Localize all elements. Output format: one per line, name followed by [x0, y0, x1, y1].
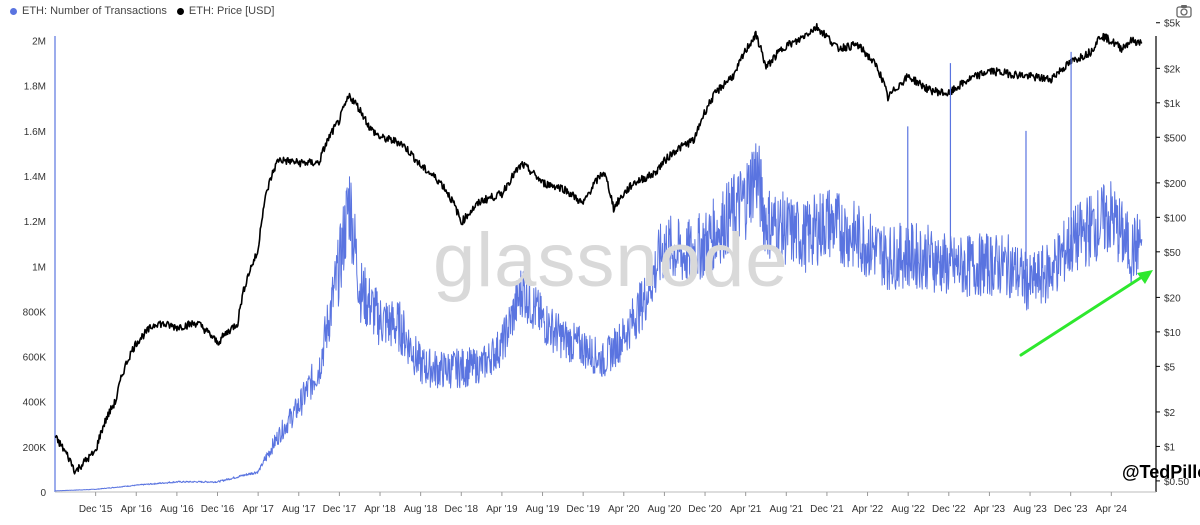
- x-tick-label: Apr '18: [364, 504, 396, 515]
- y-left-tick-label: 1.6M: [24, 127, 46, 138]
- legend-label-transactions: ETH: Number of Transactions: [22, 5, 167, 17]
- x-tick-label: Aug '22: [891, 504, 925, 515]
- y-right-tick-label: $500: [1164, 133, 1187, 144]
- y-right-tick-label: $2k: [1164, 64, 1181, 75]
- y-left-tick-label: 2M: [32, 37, 46, 48]
- y-left-tick-label: 400K: [23, 398, 47, 409]
- x-tick-label: Aug '21: [769, 504, 803, 515]
- x-tick-label: Dec '15: [79, 504, 113, 515]
- legend-label-price: ETH: Price [USD]: [188, 5, 275, 17]
- x-tick-label: Dec '17: [323, 504, 357, 515]
- y-left-tick-label: 200K: [23, 443, 47, 454]
- x-tick-label: Apr '20: [608, 504, 640, 515]
- y-right-tick-label: $0.50: [1164, 477, 1189, 488]
- y-left-tick-label: 1.4M: [24, 172, 46, 183]
- annotation-arrow-head: [1137, 270, 1153, 284]
- watermark: glassnode: [433, 218, 789, 303]
- y-right-tick-label: $5k: [1164, 19, 1181, 30]
- y-left-tick-label: 0: [40, 488, 46, 499]
- legend-item-transactions[interactable]: ETH: Number of Transactions: [10, 5, 167, 17]
- x-tick-label: Dec '21: [810, 504, 844, 515]
- x-tick-label: Apr '21: [730, 504, 762, 515]
- legend: ETH: Number of Transactions ETH: Price […: [10, 3, 284, 19]
- x-tick-label: Dec '20: [688, 504, 722, 515]
- annotation-arrow-line: [1019, 273, 1147, 357]
- y-left-tick-label: 1.2M: [24, 217, 46, 228]
- y-left-tick-label: 600K: [23, 353, 47, 364]
- x-tick-label: Apr '24: [1096, 504, 1128, 515]
- y-right-tick-label: $50: [1164, 248, 1181, 259]
- legend-swatch-price: [176, 7, 184, 15]
- camera-icon[interactable]: [1176, 4, 1192, 18]
- legend-item-price[interactable]: ETH: Price [USD]: [176, 5, 275, 17]
- x-tick-label: Dec '16: [201, 504, 235, 515]
- y-right-tick-label: $5: [1164, 362, 1176, 373]
- y-left-tick-label: 1M: [32, 262, 46, 273]
- x-tick-label: Apr '16: [121, 504, 153, 515]
- y-right-tick-label: $100: [1164, 213, 1187, 224]
- y-right-tick-label: $20: [1164, 293, 1181, 304]
- x-tick-label: Aug '17: [282, 504, 316, 515]
- y-right-tick-label: $10: [1164, 328, 1181, 339]
- x-tick-label: Dec '18: [444, 504, 478, 515]
- x-tick-label: Dec '19: [566, 504, 600, 515]
- x-tick-label: Aug '20: [648, 504, 682, 515]
- y-left-tick-label: 800K: [23, 307, 47, 318]
- y-right-tick-label: $200: [1164, 179, 1187, 190]
- x-tick-label: Apr '22: [852, 504, 884, 515]
- author-handle: @TedPillows: [1122, 462, 1200, 482]
- y-right-tick-label: $1k: [1164, 99, 1181, 110]
- x-tick-label: Dec '22: [932, 504, 966, 515]
- y-left-tick-label: 1.8M: [24, 82, 46, 93]
- x-tick-label: Apr '19: [486, 504, 518, 515]
- x-tick-label: Dec '23: [1054, 504, 1088, 515]
- x-tick-label: Aug '18: [404, 504, 438, 515]
- x-tick-label: Aug '16: [160, 504, 194, 515]
- x-tick-label: Aug '19: [526, 504, 560, 515]
- series-line-price: [54, 23, 1143, 475]
- x-tick-label: Aug '23: [1013, 504, 1047, 515]
- plot-area: 0 200K 400K 600K 800K 1M 1.2M 1.4M 1.6M 1.8M 2M $0.…: [23, 19, 1190, 515]
- x-tick-label: Apr '23: [974, 504, 1006, 515]
- legend-swatch-transactions: [10, 7, 17, 15]
- x-tick-label: Apr '17: [242, 504, 274, 515]
- y-right-tick-label: $1: [1164, 442, 1176, 453]
- series-line-transactions: [54, 143, 1143, 492]
- y-right-tick-label: $2: [1164, 408, 1176, 419]
